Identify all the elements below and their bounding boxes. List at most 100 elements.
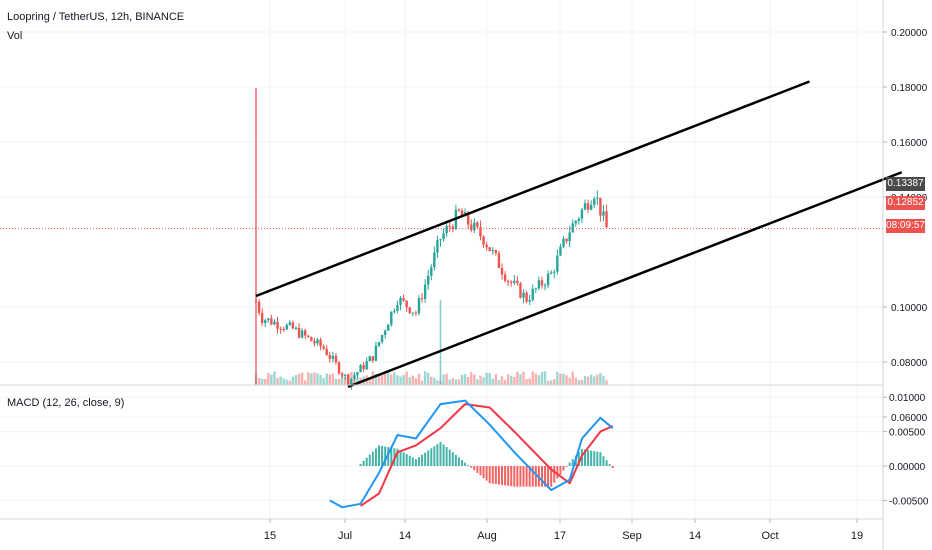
histogram-bar (399, 450, 402, 466)
volume-bar (546, 380, 550, 385)
volume-bar (577, 379, 581, 385)
volume-bar (310, 373, 313, 385)
trend-channel[interactable] (255, 80, 903, 388)
volume-bar (393, 372, 396, 385)
candle-body (506, 280, 510, 282)
current-price-tag: 0.12852 (886, 196, 925, 210)
x-tick-label: Sep (622, 530, 642, 542)
candle-body (596, 197, 599, 199)
x-tick-label: 14 (689, 530, 701, 542)
histogram-bar (590, 450, 593, 466)
volume-bar (436, 380, 439, 385)
volume-bar (325, 373, 328, 385)
histogram-bar (414, 459, 417, 466)
histogram-bar (553, 466, 556, 483)
candle-body (319, 339, 322, 347)
macd-line-signal (360, 403, 614, 507)
volume-bar (476, 379, 479, 385)
candle-body (553, 271, 556, 273)
histogram-bar (479, 466, 482, 476)
volume-bar (399, 376, 402, 385)
histogram-bar (602, 456, 605, 466)
volume-bar (279, 376, 282, 385)
candle-body (439, 239, 442, 241)
candle-body (313, 341, 316, 344)
candle-body (291, 322, 295, 329)
candle-body (264, 320, 267, 324)
histogram-bar (448, 449, 451, 466)
candle-body (408, 307, 411, 314)
candle-body (343, 374, 347, 376)
histogram-bar (550, 466, 553, 487)
volume-bar (340, 375, 344, 385)
volume-bar (322, 377, 325, 385)
volume-bar (531, 371, 534, 385)
volume-bar (405, 371, 408, 385)
candle-body (310, 336, 313, 342)
volume-bar (602, 375, 605, 385)
candle-body (300, 330, 304, 338)
histogram-bar (565, 466, 568, 467)
candle-body (571, 223, 574, 233)
volume-bar (427, 372, 430, 385)
volume-bar (516, 371, 519, 385)
candle-body (393, 310, 396, 312)
histogram-bar (411, 457, 414, 466)
volume-bar (417, 373, 421, 385)
histogram-bar (540, 466, 543, 487)
candle-body (260, 312, 264, 324)
volume-bar (550, 380, 553, 385)
candle-body (491, 250, 494, 252)
candle-body (519, 283, 522, 298)
histogram-bar (368, 454, 371, 466)
volume-bar (463, 374, 467, 385)
volume-bar (313, 372, 316, 385)
volume-bar (334, 378, 338, 385)
volume-bar (513, 376, 516, 385)
volume-bar (473, 374, 476, 385)
volume-bar (605, 380, 608, 385)
candle-body (282, 328, 285, 330)
candle-body (353, 375, 356, 379)
y-tick-label: 0.16000 (891, 138, 928, 149)
x-tick-label: 17 (554, 530, 566, 542)
histogram-bar (473, 466, 476, 471)
candle-body (457, 209, 461, 211)
histogram-bar (525, 466, 528, 487)
candle-body (497, 253, 501, 268)
volume-bar (525, 379, 528, 385)
volume-spike (255, 88, 257, 385)
candle-body (479, 226, 482, 237)
volume-bar (466, 377, 470, 385)
candle-body (288, 322, 292, 325)
last-price-tag: 0.13387 (886, 177, 925, 191)
candle-body (436, 240, 439, 253)
volume-bar (402, 375, 405, 385)
histogram-bar (513, 466, 516, 487)
volume-bar (300, 372, 304, 385)
candle-body (257, 301, 261, 313)
candle-body (568, 232, 571, 242)
volume-bar (430, 376, 433, 385)
volume-bar (260, 378, 264, 385)
candle-body (602, 211, 605, 216)
candle-body (387, 324, 390, 331)
volume-bar (356, 377, 359, 385)
volume-bar (534, 373, 538, 385)
candle-body (297, 327, 301, 338)
volume-bar (571, 371, 574, 385)
histogram-bar (605, 460, 608, 466)
candle-body (488, 247, 491, 252)
histogram-bar (476, 466, 479, 473)
volume-bar (257, 378, 261, 385)
volume-bar (383, 371, 387, 385)
volume-bar (494, 374, 498, 385)
histogram-bar (528, 466, 531, 487)
grid (0, 0, 883, 519)
candle-body (368, 356, 371, 362)
histogram-bar (427, 450, 430, 466)
candle-body (334, 355, 338, 363)
volume-spike (439, 300, 442, 385)
histogram-bar (577, 452, 580, 466)
